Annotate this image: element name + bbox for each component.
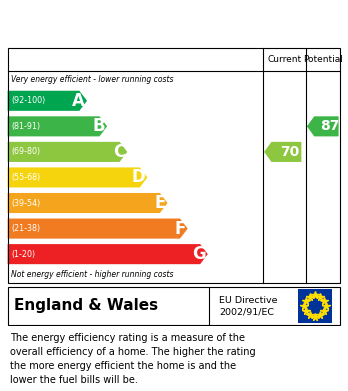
Text: Not energy efficient - higher running costs: Not energy efficient - higher running co… xyxy=(11,270,174,279)
Text: (69-80): (69-80) xyxy=(12,147,41,156)
Text: E: E xyxy=(155,194,166,212)
Text: (21-38): (21-38) xyxy=(12,224,41,233)
Polygon shape xyxy=(8,116,107,136)
Text: Potential: Potential xyxy=(303,55,343,64)
Text: C: C xyxy=(113,143,126,161)
Text: Energy Efficiency Rating: Energy Efficiency Rating xyxy=(10,15,232,30)
Text: Very energy efficient - lower running costs: Very energy efficient - lower running co… xyxy=(11,75,174,84)
Text: (1-20): (1-20) xyxy=(12,249,36,258)
Polygon shape xyxy=(8,193,167,213)
Text: The energy efficiency rating is a measure of the
overall efficiency of a home. T: The energy efficiency rating is a measur… xyxy=(10,333,256,385)
Text: D: D xyxy=(132,169,146,187)
Text: (39-54): (39-54) xyxy=(12,199,41,208)
Text: G: G xyxy=(192,245,206,263)
Polygon shape xyxy=(8,91,87,111)
Polygon shape xyxy=(8,219,188,239)
Text: (92-100): (92-100) xyxy=(12,96,46,105)
Text: Current: Current xyxy=(267,55,301,64)
Text: F: F xyxy=(175,220,186,238)
Polygon shape xyxy=(8,142,127,162)
Text: 87: 87 xyxy=(320,119,340,133)
Text: England & Wales: England & Wales xyxy=(14,298,158,313)
Text: EU Directive: EU Directive xyxy=(219,296,278,305)
Text: 2002/91/EC: 2002/91/EC xyxy=(219,308,274,317)
Text: (81-91): (81-91) xyxy=(12,122,41,131)
Text: (55-68): (55-68) xyxy=(12,173,41,182)
Polygon shape xyxy=(264,142,301,162)
Polygon shape xyxy=(8,167,148,188)
Text: 70: 70 xyxy=(280,145,300,159)
Text: B: B xyxy=(93,117,105,135)
Polygon shape xyxy=(8,244,208,264)
Polygon shape xyxy=(307,116,339,136)
Text: A: A xyxy=(72,92,85,110)
